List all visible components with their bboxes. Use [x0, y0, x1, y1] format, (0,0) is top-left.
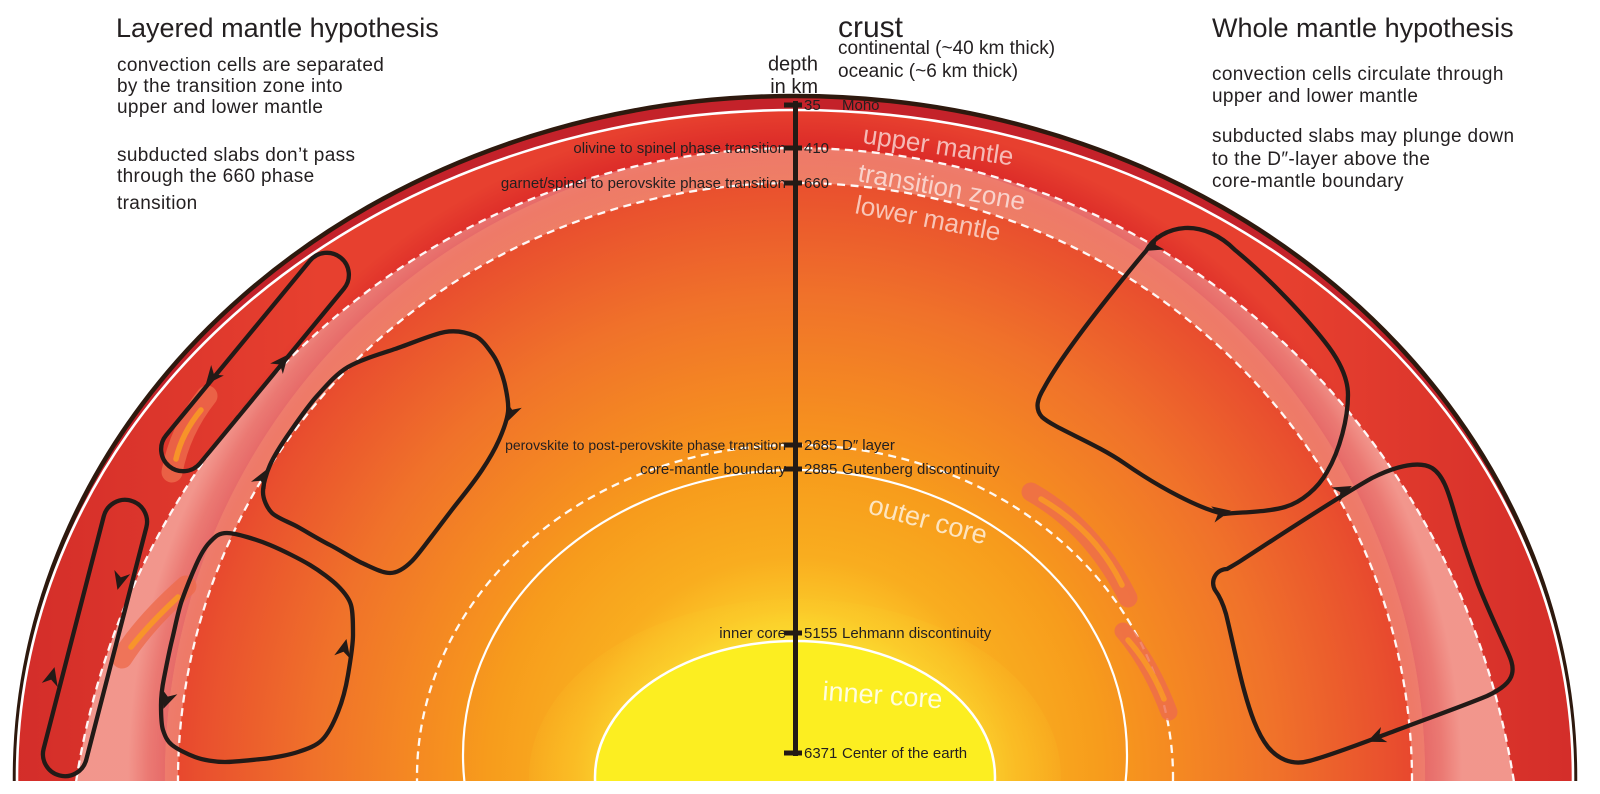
svg-text:2685: 2685 — [804, 437, 837, 454]
svg-text:410: 410 — [804, 140, 829, 157]
svg-text:transition: transition — [117, 193, 198, 214]
svg-text:5155: 5155 — [804, 625, 837, 642]
svg-text:upper and lower mantle: upper and lower mantle — [117, 97, 323, 118]
svg-text:by the transition zone into: by the transition zone into — [117, 76, 343, 97]
svg-text:perovskite to post-perovskite: perovskite to post-perovskite phase tran… — [505, 437, 786, 453]
svg-text:Center of the earth: Center of the earth — [842, 745, 967, 762]
svg-text:D″ layer: D″ layer — [842, 437, 895, 454]
svg-text:core-mantle boundary: core-mantle boundary — [1212, 171, 1404, 192]
svg-text:upper and lower mantle: upper and lower mantle — [1212, 86, 1418, 107]
svg-text:convection cells circulate thr: convection cells circulate through — [1212, 64, 1504, 85]
svg-text:subducted slabs don’t pass: subducted slabs don’t pass — [117, 145, 355, 166]
svg-text:2885: 2885 — [804, 461, 837, 478]
svg-text:depth: depth — [768, 54, 818, 76]
svg-text:6371: 6371 — [804, 745, 837, 762]
svg-text:convection cells are separated: convection cells are separated — [117, 55, 384, 76]
svg-text:crust: crust — [838, 11, 904, 44]
svg-text:garnet/spinel to perovskite ph: garnet/spinel to perovskite phase transi… — [501, 175, 786, 192]
svg-text:inner core: inner core — [719, 625, 786, 642]
svg-text:olivine to spinel phase transi: olivine to spinel phase transition — [573, 140, 786, 157]
svg-text:oceanic (~6 km thick): oceanic (~6 km thick) — [838, 61, 1018, 82]
svg-text:continental (~40 km thick): continental (~40 km thick) — [838, 38, 1055, 59]
svg-text:Lehmann discontinuity: Lehmann discontinuity — [842, 625, 992, 642]
svg-text:core-mantle boundary: core-mantle boundary — [640, 461, 786, 478]
svg-text:in km: in km — [770, 76, 818, 98]
svg-text:35: 35 — [804, 97, 821, 114]
svg-text:660: 660 — [804, 175, 829, 192]
svg-text:Layered mantle hypothesis: Layered mantle hypothesis — [116, 13, 439, 43]
svg-text:to the D″-layer above the: to the D″-layer above the — [1212, 149, 1430, 170]
svg-text:through the 660 phase: through the 660 phase — [117, 166, 315, 187]
svg-text:Moho: Moho — [842, 97, 880, 114]
svg-text:Gutenberg discontinuity: Gutenberg discontinuity — [842, 461, 1000, 478]
svg-text:Whole mantle hypothesis: Whole mantle hypothesis — [1212, 13, 1514, 43]
svg-text:subducted slabs may plunge dow: subducted slabs may plunge down — [1212, 126, 1514, 147]
